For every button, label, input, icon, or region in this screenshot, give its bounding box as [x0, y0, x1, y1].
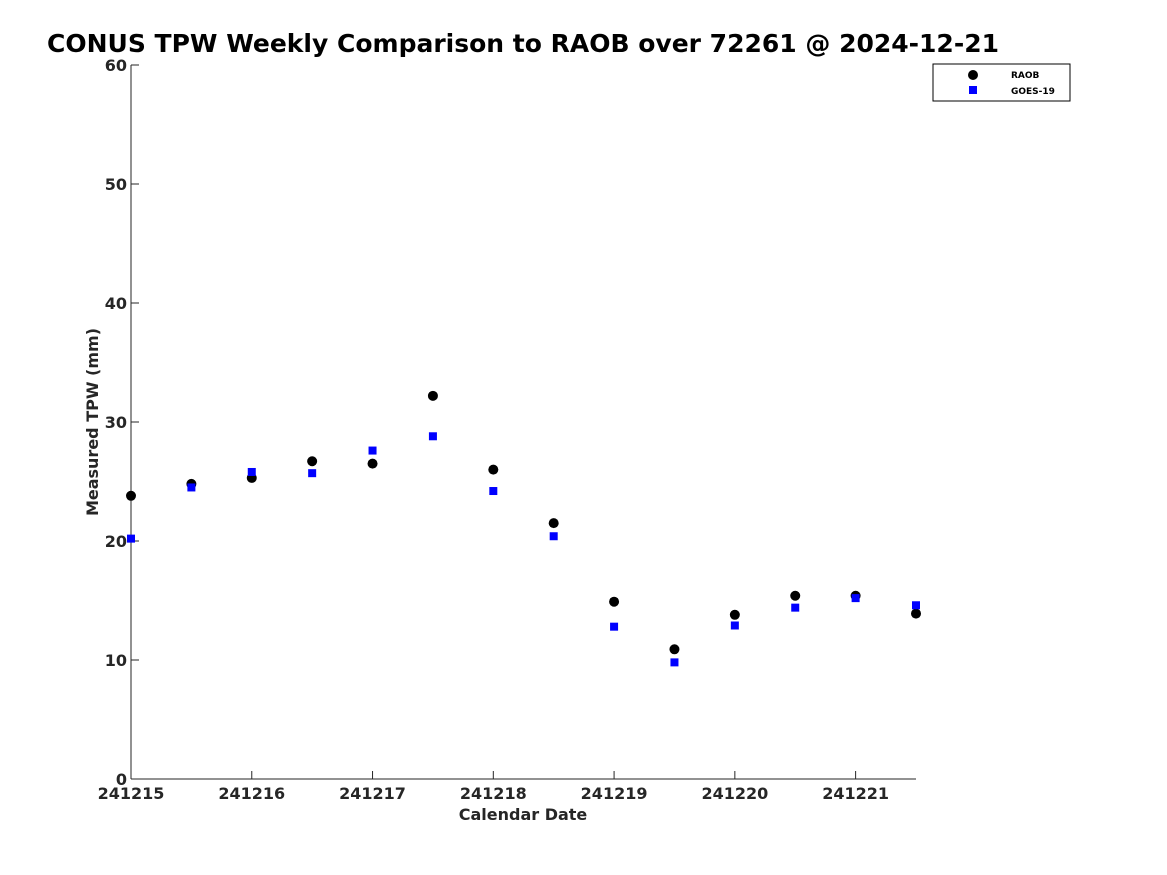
x-axis-label: Calendar Date [459, 805, 588, 824]
legend-raob-label: RAOB [1011, 71, 1040, 81]
x-ticks: 241215 241216 241217 241218 241219 241220 2412… [98, 771, 889, 803]
legend: RAOB GOES-19 [932, 63, 1071, 102]
y-axis-label: Measured TPW (mm) [83, 328, 102, 516]
raob-point [427, 390, 438, 401]
legend-box [932, 63, 1071, 102]
y-tick-label: 40 [105, 294, 127, 313]
raob-point [729, 609, 740, 620]
x-tick-label: 241216 [218, 784, 285, 803]
raob-point [790, 590, 801, 601]
x-tick-label: 241215 [98, 784, 165, 803]
goes-19-point [791, 603, 800, 612]
legend-goes-label: GOES-19 [1011, 87, 1055, 97]
x-tick-label: 241218 [460, 784, 527, 803]
raob-point [911, 608, 921, 619]
goes-19-point [489, 487, 498, 496]
goes-19-point [670, 658, 679, 667]
y-tick-label: 30 [105, 413, 127, 432]
y-tick-label: 50 [105, 175, 127, 194]
goes-19-point [308, 469, 317, 478]
y-tick-label: 10 [105, 651, 127, 670]
axes [130, 65, 916, 780]
y-tick-label: 60 [105, 56, 127, 75]
goes-19-point [247, 467, 256, 476]
goes-19-point [549, 532, 558, 541]
goes-19-point [187, 483, 196, 492]
goes-19-point [730, 621, 739, 630]
x-tick-label: 241220 [701, 784, 768, 803]
raob-point [669, 644, 680, 655]
goes-19-point [368, 446, 377, 455]
legend-goes-marker [969, 86, 977, 94]
goes-19-point [610, 622, 619, 631]
y-tick-label: 20 [105, 532, 127, 551]
y-tick-label: 0 [116, 770, 127, 789]
raob-point [367, 458, 378, 469]
raob-point [548, 518, 559, 529]
legend-raob-marker [968, 70, 978, 80]
x-tick-label: 241217 [339, 784, 406, 803]
y-ticks: 0 10 20 30 40 50 60 [105, 56, 139, 789]
chart-title: CONUS TPW Weekly Comparison to RAOB over… [47, 29, 999, 58]
goes-19-point [127, 534, 135, 543]
goes-19-point [851, 594, 860, 603]
raob-point [307, 456, 318, 467]
x-tick-label: 241221 [822, 784, 889, 803]
raob-point [609, 596, 620, 607]
raob-point [126, 490, 136, 501]
raob-point [488, 464, 499, 475]
data-points [126, 390, 921, 667]
goes-19-point [912, 601, 920, 610]
x-tick-label: 241219 [581, 784, 648, 803]
goes-19-point [428, 432, 437, 441]
